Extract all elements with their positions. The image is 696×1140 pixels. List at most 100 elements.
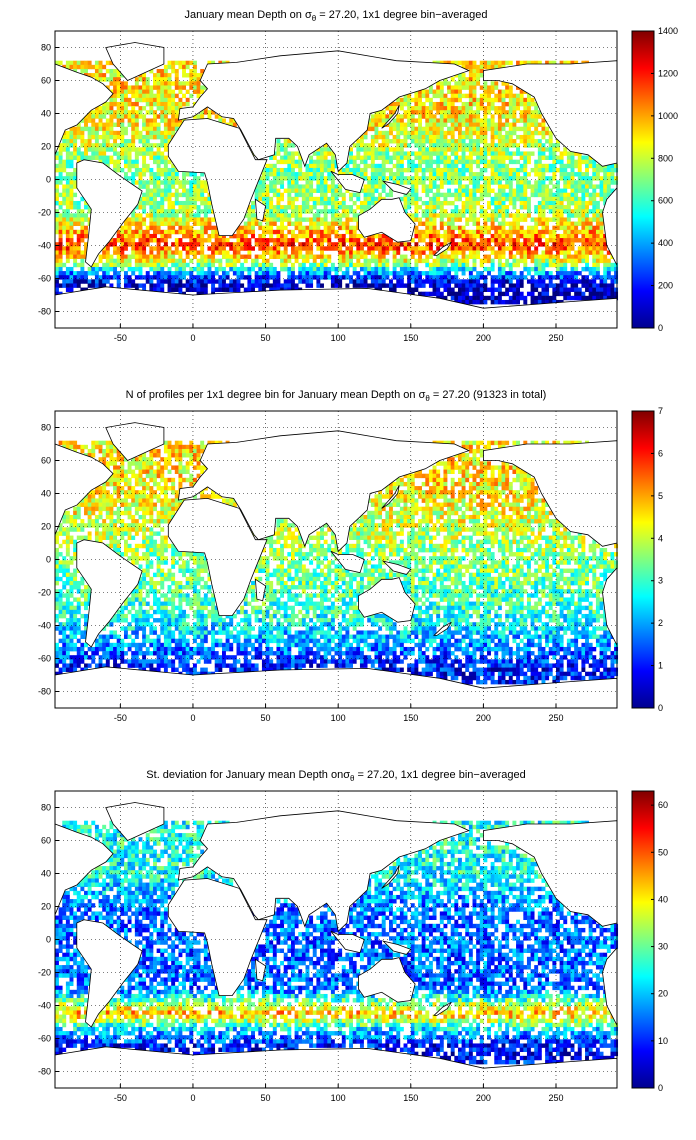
heatmap-cell	[102, 126, 107, 132]
heatmap-cell	[225, 250, 230, 255]
heatmap-cell	[479, 225, 484, 231]
heatmap-cell	[305, 275, 310, 280]
heatmap-cell	[312, 271, 317, 276]
heatmap-cell	[574, 151, 579, 156]
heatmap-cell	[327, 229, 332, 235]
heatmap-cell	[294, 205, 299, 210]
heatmap-cell	[523, 60, 528, 66]
heatmap-cell	[559, 200, 564, 206]
heatmap-cell	[163, 246, 168, 251]
heatmap-cell	[207, 266, 212, 272]
heatmap-cell	[189, 279, 194, 284]
heatmap-cell	[428, 200, 433, 206]
heatmap-cell	[334, 279, 339, 284]
heatmap-cell	[603, 246, 608, 251]
heatmap-cell	[287, 266, 292, 272]
heatmap-cell	[541, 254, 546, 259]
heatmap-cell	[98, 266, 103, 272]
heatmap-cell	[349, 196, 353, 202]
heatmap-cell	[487, 180, 491, 185]
heatmap-cell	[490, 188, 495, 193]
heatmap-cell	[142, 262, 147, 268]
heatmap-cell	[330, 188, 335, 193]
heatmap-cell	[581, 246, 586, 251]
heatmap-cell	[570, 254, 575, 259]
heatmap-cell	[298, 242, 303, 247]
heatmap-cell	[84, 271, 88, 276]
heatmap-cell	[487, 106, 491, 111]
heatmap-cell	[574, 205, 579, 210]
heatmap-cell	[120, 258, 125, 264]
heatmap-cell	[479, 287, 484, 292]
heatmap-cell	[58, 229, 63, 235]
heatmap-cell	[196, 233, 201, 239]
heatmap-cell	[341, 254, 346, 259]
heatmap-cell	[421, 159, 426, 165]
heatmap-cell	[196, 205, 201, 210]
heatmap-cell	[574, 295, 579, 301]
heatmap-cell	[334, 205, 339, 210]
heatmap-cell	[182, 205, 186, 210]
heatmap-cell	[113, 101, 118, 107]
heatmap-cell	[265, 217, 270, 222]
heatmap-cell	[294, 151, 299, 156]
heatmap-cell	[378, 242, 383, 247]
heatmap-cell	[240, 233, 245, 239]
heatmap-cell	[207, 271, 212, 276]
heatmap-cell	[407, 242, 412, 247]
heatmap-cell	[276, 196, 281, 202]
heatmap-cell	[570, 184, 575, 189]
heatmap-cell	[374, 139, 379, 144]
heatmap-cell	[530, 217, 535, 222]
heatmap-cell	[109, 60, 114, 66]
heatmap-cell	[153, 192, 157, 198]
heatmap-cell	[356, 279, 361, 284]
heatmap-cell	[585, 295, 589, 301]
heatmap-cell	[552, 233, 557, 239]
heatmap-cell	[534, 254, 539, 259]
heatmap-cell	[163, 139, 168, 144]
heatmap-cell	[414, 106, 419, 111]
heatmap-cell	[167, 258, 172, 264]
heatmap-cell	[120, 106, 125, 111]
heatmap-cell	[465, 114, 470, 119]
heatmap-cell	[127, 110, 132, 115]
heatmap-cell	[290, 229, 295, 235]
heatmap-cell	[109, 258, 114, 264]
heatmap-cell	[149, 155, 154, 160]
heatmap-cell	[123, 97, 128, 103]
heatmap-cell	[374, 283, 379, 288]
heatmap-cell	[497, 93, 502, 99]
heatmap-cell	[570, 271, 575, 276]
heatmap-cell	[76, 130, 81, 136]
heatmap-cell	[606, 192, 611, 198]
heatmap-cell	[548, 254, 553, 259]
heatmap-cell	[330, 167, 335, 173]
heatmap-cell	[185, 283, 190, 288]
heatmap-cell	[69, 192, 74, 198]
heatmap-cell	[410, 184, 415, 189]
heatmap-cell	[595, 262, 600, 268]
heatmap-cell	[588, 238, 593, 243]
heatmap-cell	[196, 114, 201, 119]
heatmap-cell	[428, 238, 433, 243]
heatmap-cell	[127, 155, 132, 160]
heatmap-cell	[153, 271, 157, 276]
heatmap-cell	[566, 184, 571, 189]
heatmap-cell	[345, 188, 350, 193]
heatmap-cell	[577, 238, 582, 243]
heatmap-cell	[113, 93, 118, 99]
heatmap-cell	[76, 233, 81, 239]
heatmap-cell	[457, 192, 462, 198]
heatmap-cell	[123, 114, 128, 119]
heatmap-cell	[363, 242, 368, 247]
heatmap-cell	[153, 205, 157, 210]
heatmap-cell	[516, 97, 520, 103]
heatmap-cell	[505, 176, 510, 181]
heatmap-cell	[69, 279, 74, 284]
heatmap-cell	[149, 225, 154, 231]
heatmap-cell	[116, 250, 121, 255]
heatmap-cell	[338, 192, 343, 198]
heatmap-cell	[305, 167, 310, 173]
heatmap-cell	[120, 143, 125, 148]
